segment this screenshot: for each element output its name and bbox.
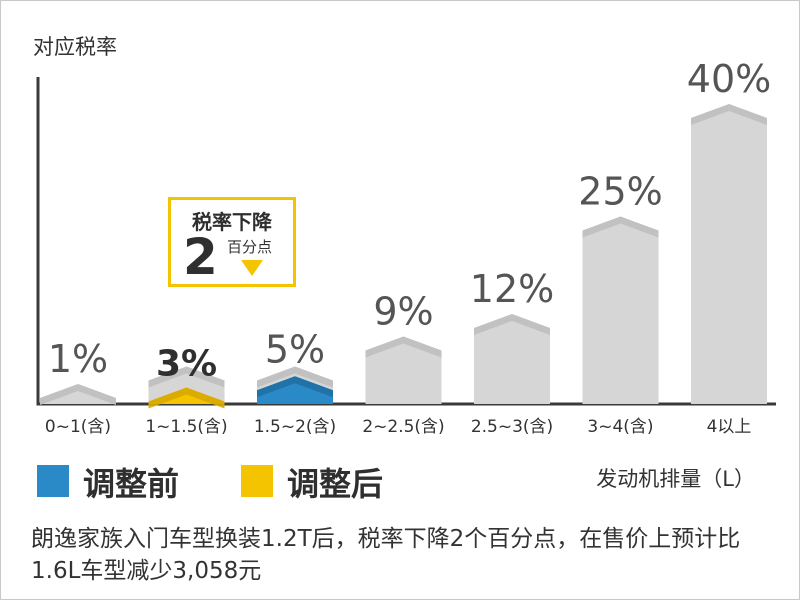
bar-before-1-cap: [148, 366, 225, 388]
down-triangle-icon: [241, 260, 263, 276]
tax-rate-chart: 1% 0~1(含) 3% 1~1.5(含) 5% 1.5~2(含) 9% 2~2.5(含) 12…: [36, 57, 776, 437]
legend-swatch-after: [241, 465, 273, 497]
legend-swatch-before: [37, 465, 69, 497]
bar-before-2-cap: [257, 376, 333, 398]
callout-title: 税率下降: [192, 210, 272, 234]
callout-number: 2: [183, 228, 218, 286]
bar-before-4: [474, 314, 550, 404]
data-label-after-1: 3%: [156, 344, 217, 385]
bar-before-0: [40, 384, 116, 404]
bar-before-3: [365, 336, 442, 404]
x-tick-label-3: 2~2.5(含): [362, 417, 444, 437]
x-tick-label-0: 0~1(含): [45, 417, 111, 437]
data-label-before-0: 1%: [48, 337, 108, 381]
bar-after-1-cap: [148, 387, 225, 409]
bar-before-5-cap: [582, 216, 659, 238]
data-label-before-5: 25%: [578, 170, 662, 214]
data-label-before-2: 5%: [265, 327, 325, 371]
caption-text: 朗逸家族入门车型换装1.2T后，税率下降2个百分点，在售价上预计比1.6L车型减…: [31, 526, 741, 584]
tax-drop-callout: 税率下降 2 百分点: [168, 197, 296, 287]
bar-before-5: [582, 216, 659, 404]
bar-before-4-cap: [474, 314, 550, 335]
x-axis-title: 发动机排量（L）: [596, 467, 755, 491]
bar-before-2: [257, 376, 333, 404]
legend-label-after: 调整后: [287, 465, 384, 503]
bar-before-3-cap: [365, 336, 442, 358]
data-label-before-6: 40%: [687, 57, 771, 101]
x-tick-label-1: 1~1.5(含): [145, 417, 227, 437]
bar-before-6: [691, 104, 767, 404]
bar-before-grey-2-cap: [257, 366, 333, 388]
y-axis-title: 对应税率: [33, 35, 117, 59]
data-label-before-4: 12%: [470, 267, 554, 311]
x-tick-label-2: 1.5~2(含): [254, 417, 336, 437]
bar-before-6-cap: [691, 104, 767, 125]
data-label-before-3: 9%: [373, 290, 433, 334]
legend-label-before: 调整前: [83, 465, 180, 503]
x-tick-label-6: 4以上: [707, 417, 752, 437]
bar-before-0-cap: [40, 384, 116, 405]
callout-unit: 百分点: [227, 238, 273, 256]
x-tick-label-4: 2.5~3(含): [471, 417, 553, 437]
x-tick-label-5: 3~4(含): [587, 417, 653, 437]
